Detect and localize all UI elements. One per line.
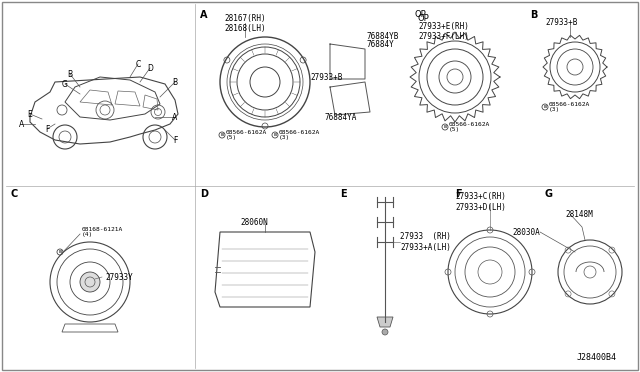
- Text: 28148M: 28148M: [565, 209, 593, 218]
- Text: 08566-6162A
(3): 08566-6162A (3): [549, 102, 590, 112]
- Text: B: B: [58, 250, 61, 254]
- Text: A: A: [19, 119, 24, 128]
- Text: B: B: [220, 133, 223, 137]
- Text: 28030A: 28030A: [512, 228, 540, 237]
- Text: F: F: [455, 189, 461, 199]
- Text: 27933+C(RH)
27933+D(LH): 27933+C(RH) 27933+D(LH): [455, 192, 506, 212]
- Text: 08566-6162A
(5): 08566-6162A (5): [226, 129, 268, 140]
- Text: B: B: [543, 105, 547, 109]
- Circle shape: [382, 329, 388, 335]
- Text: OP: OP: [415, 10, 427, 19]
- Text: B: B: [444, 125, 447, 129]
- Text: B: B: [172, 77, 177, 87]
- Text: 76884YB: 76884YB: [367, 32, 399, 41]
- Text: 27933+B: 27933+B: [310, 73, 342, 81]
- Text: 27933+E(RH)
27933+F(LH): 27933+E(RH) 27933+F(LH): [418, 22, 469, 41]
- Text: 27933  (RH)
27933+A(LH): 27933 (RH) 27933+A(LH): [400, 232, 451, 252]
- Text: B: B: [67, 70, 72, 78]
- Text: 28167(RH)
28168(LH): 28167(RH) 28168(LH): [224, 14, 266, 33]
- Text: 27933Y: 27933Y: [105, 273, 132, 282]
- Text: 76884Y: 76884Y: [367, 39, 395, 48]
- Polygon shape: [377, 317, 393, 327]
- Text: D: D: [200, 189, 208, 199]
- Circle shape: [80, 272, 100, 292]
- Text: A: A: [200, 10, 207, 20]
- Text: 27933+B: 27933+B: [545, 17, 577, 26]
- Text: C: C: [10, 189, 17, 199]
- Text: G: G: [62, 80, 68, 89]
- Text: B: B: [530, 10, 538, 20]
- Text: E: E: [28, 109, 33, 119]
- Text: E: E: [340, 189, 347, 199]
- Text: A: A: [172, 112, 178, 122]
- Text: G: G: [545, 189, 553, 199]
- Text: J28400B4: J28400B4: [577, 353, 617, 362]
- Text: F: F: [45, 125, 49, 134]
- Text: D: D: [147, 64, 153, 73]
- Text: 08566-6162A
(5): 08566-6162A (5): [449, 122, 490, 132]
- Text: 28060N: 28060N: [240, 218, 268, 227]
- Text: B: B: [273, 133, 276, 137]
- Text: 08566-6162A
(3): 08566-6162A (3): [279, 129, 320, 140]
- Text: C: C: [136, 60, 141, 68]
- Text: F: F: [173, 135, 177, 144]
- Text: OP: OP: [418, 14, 429, 23]
- Text: 08168-6121A
(4): 08168-6121A (4): [82, 227, 124, 237]
- Text: 76884YA: 76884YA: [325, 112, 357, 122]
